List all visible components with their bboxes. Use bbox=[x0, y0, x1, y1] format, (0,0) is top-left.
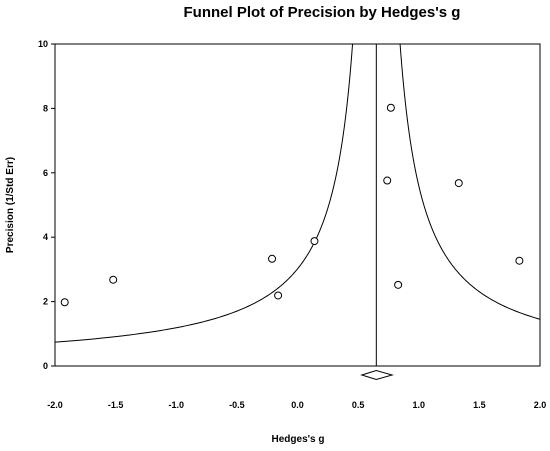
data-point bbox=[515, 256, 524, 265]
x-tick-label: 0.0 bbox=[291, 400, 304, 410]
data-point bbox=[394, 280, 403, 289]
x-tick-label: -0.5 bbox=[229, 400, 245, 410]
y-axis-label: Precision (1/Std Err) bbox=[5, 157, 16, 253]
data-point bbox=[274, 291, 283, 300]
plot-area: 0 2 4 6 8 10 -2.0 -1.5 -1.0 -0.5 0.0 0.5 1.0 1.5 2.0 bbox=[38, 39, 547, 410]
x-tick-label: 1.0 bbox=[412, 400, 425, 410]
x-axis-label: Hedges's g bbox=[272, 434, 325, 445]
y-tick-label: 0 bbox=[43, 361, 48, 371]
chart-title: Funnel Plot of Precision by Hedges's g bbox=[184, 4, 461, 21]
x-tick-label: 0.5 bbox=[352, 400, 365, 410]
y-tick-label: 2 bbox=[43, 297, 48, 307]
y-tick-label: 8 bbox=[43, 103, 48, 113]
data-point bbox=[454, 179, 463, 188]
data-point bbox=[310, 237, 319, 246]
x-tick-label: -1.5 bbox=[108, 400, 124, 410]
plot-frame bbox=[54, 43, 541, 367]
funnel-left-curve bbox=[55, 44, 354, 343]
x-tick-label: -1.0 bbox=[168, 400, 184, 410]
x-tick-label: 2.0 bbox=[534, 400, 547, 410]
data-point bbox=[386, 103, 395, 112]
data-point bbox=[268, 254, 277, 263]
funnel-right-curve bbox=[399, 44, 540, 320]
x-tick-label: -2.0 bbox=[47, 400, 63, 410]
data-point bbox=[383, 176, 392, 185]
data-point bbox=[109, 275, 118, 284]
x-tick-label: 1.5 bbox=[473, 400, 486, 410]
summary-diamond bbox=[360, 369, 394, 381]
y-tick-label: 10 bbox=[38, 39, 48, 49]
y-tick-label: 4 bbox=[43, 232, 48, 242]
data-point bbox=[60, 298, 69, 307]
y-tick-label: 6 bbox=[43, 168, 48, 178]
